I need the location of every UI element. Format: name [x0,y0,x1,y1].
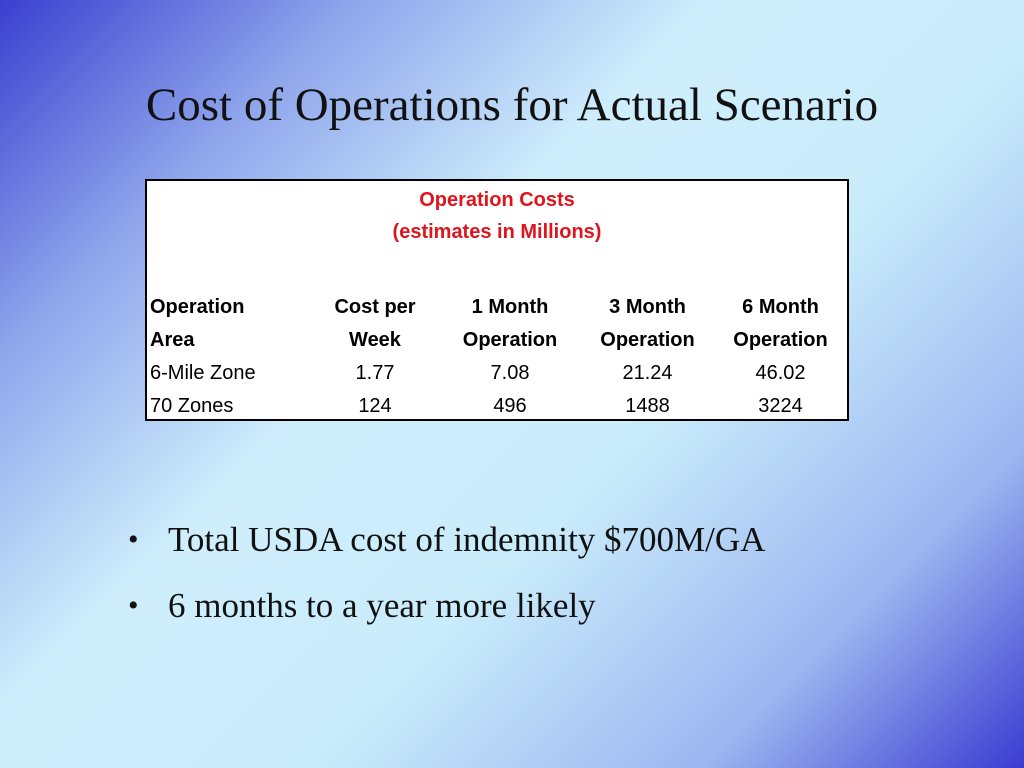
table-cell: 1488 [625,395,670,417]
table-cell: 496 [493,395,527,417]
header-cell: Cost per [334,296,416,318]
bullet-marker: • [128,589,139,622]
bullet-item: • 6 months to a year more likely [128,581,765,647]
table-cell: 46.02 [755,362,806,384]
table-cell: 7.08 [490,362,530,384]
header-cell: 3 Month [609,296,686,318]
table-header-row: Operation Cost per 1 Month 3 Month 6 Mon… [150,291,846,324]
header-cell: Area [150,329,195,351]
table-title: Operation Costs [419,189,575,211]
bullet-marker: • [128,523,139,556]
header-cell: Operation [150,296,245,318]
bullet-text: 6 months to a year more likely [168,586,596,625]
table-row: 70 Zones 124 496 1488 3224 [150,390,846,423]
header-cell: Operation [733,329,828,351]
bullet-text: Total USDA cost of indemnity $700M/GA [168,520,766,559]
header-cell: Week [349,329,401,351]
table-cell: 3224 [758,395,803,417]
header-cell: 6 Month [742,296,819,318]
bullet-item: • Total USDA cost of indemnity $700M/GA [128,515,765,581]
table-cell: 6-Mile Zone [150,362,256,384]
operation-costs-table: Operation Cost per 1 Month 3 Month 6 Mon… [150,291,846,423]
table-subtitle: (estimates in Millions) [392,221,602,243]
table-row: 6-Mile Zone 1.77 7.08 21.24 46.02 [150,357,846,390]
table-cell: 70 Zones [150,395,234,417]
table-cell: 124 [358,395,392,417]
header-cell: 1 Month [471,296,549,318]
bullet-list: • Total USDA cost of indemnity $700M/GA … [128,515,765,647]
slide-title: Cost of Operations for Actual Scenario [145,79,879,131]
header-cell: Operation [462,329,558,351]
table-cell: 1.77 [355,362,395,384]
table-cell: 21.24 [622,362,673,384]
operation-costs-table-panel: Operation Costs (estimates in Millions) … [145,179,849,421]
header-cell: Operation [600,329,695,351]
table-header-row: Area Week Operation Operation Operation [150,324,846,357]
